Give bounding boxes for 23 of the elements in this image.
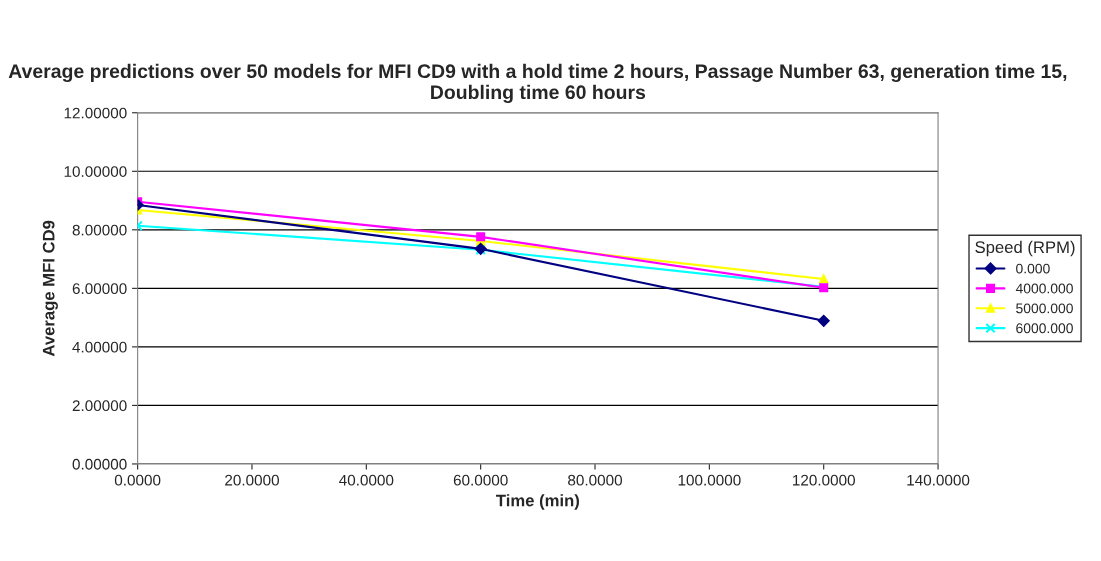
y-tick-label: 0.00000	[72, 458, 127, 470]
x-tick-label: 60.0000	[453, 474, 508, 486]
legend-label: 0.000	[1016, 263, 1050, 274]
x-tick-label: 120.0000	[793, 474, 855, 486]
x-tick-label: 20.0000	[225, 474, 279, 486]
chart-title: Average predictions over 50 models for MFI CD9 with a hold time 2 hours, Passage Number 63, generation time 15, Doubling time 60 hours	[8, 63, 1067, 104]
y-tick-label: 4.00000	[72, 341, 127, 353]
x-axis-title: Time (min)	[496, 494, 579, 510]
x-tick-label: 80.0000	[568, 474, 623, 486]
y-tick-label: 12.00000	[64, 107, 127, 119]
x-tick-label: 40.0000	[339, 474, 394, 486]
x-tick-label: 100.0000	[678, 474, 741, 486]
x-tick-label: 0.0000	[114, 474, 161, 486]
legend-label: 5000.000	[1016, 303, 1073, 314]
legend-title: Speed (RPM)	[975, 240, 1075, 257]
legend-label: 6000.000	[1016, 323, 1073, 334]
legend-label: 4000.000	[1015, 283, 1073, 294]
y-axis-title: Average MFI CD9	[42, 220, 58, 357]
y-tick-label: 8.00000	[72, 224, 127, 236]
y-tick-label: 2.00000	[72, 400, 127, 412]
y-tick-label: 6.00000	[72, 283, 127, 295]
y-tick-label: 10.00000	[64, 166, 127, 177]
x-tick-label: 140.0000	[907, 474, 970, 486]
